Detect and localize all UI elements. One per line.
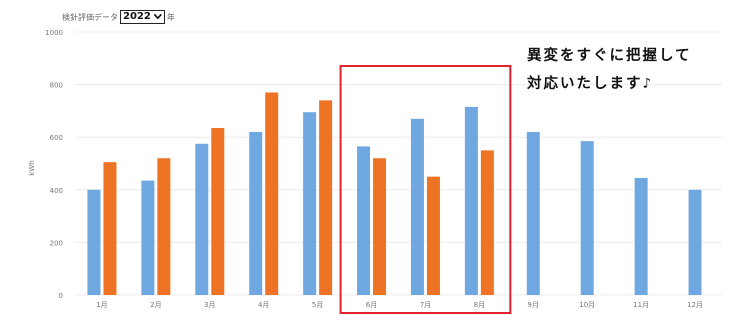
y-tick-label: 400: [50, 187, 63, 195]
year-suffix: 年: [166, 12, 175, 22]
x-tick-label: 5月: [312, 301, 323, 309]
bar-series-1: [87, 189, 101, 295]
x-tick-label: 8月: [474, 301, 485, 309]
y-tick-label: 0: [59, 292, 63, 300]
year-selector-bar: 検針評価データ 2022 年: [62, 8, 175, 26]
year-select[interactable]: 2022: [120, 10, 165, 24]
bar-series-2: [373, 158, 387, 295]
bar-series-1: [357, 146, 371, 295]
x-tick-label: 9月: [528, 301, 539, 309]
x-tick-label: 3月: [204, 301, 215, 309]
bar-series-1: [526, 131, 540, 295]
x-tick-label: 2月: [150, 301, 161, 309]
bar-series-1: [688, 189, 702, 295]
bar-series-2: [426, 176, 440, 295]
header-label: 検針評価データ: [62, 12, 118, 22]
bar-series-1: [249, 131, 263, 295]
x-tick-label: 7月: [420, 301, 431, 309]
bar-series-2: [157, 158, 171, 295]
bar-series-1: [464, 106, 478, 295]
y-tick-label: 200: [50, 239, 63, 247]
x-tick-label: 10月: [579, 301, 595, 309]
bar-series-2: [319, 100, 333, 295]
y-tick-label: 600: [50, 134, 63, 142]
annotation-text: 異変をすぐに把握して 対応いたします♪: [527, 42, 692, 98]
bar-series-1: [410, 118, 424, 295]
bar-series-2: [103, 162, 117, 295]
highlight-box: [339, 65, 512, 314]
y-tick-label: 1000: [45, 29, 63, 37]
bar-series-1: [141, 180, 155, 295]
x-tick-label: 1月: [96, 301, 107, 309]
y-axis-label: kWh: [28, 160, 36, 175]
bar-series-2: [265, 92, 279, 296]
annotation-line-1: 異変をすぐに把握して: [527, 48, 692, 64]
x-tick-label: 4月: [258, 301, 269, 309]
y-tick-label: 800: [50, 82, 63, 90]
bar-series-1: [634, 177, 648, 295]
x-tick-label: 6月: [366, 301, 377, 309]
bar-series-2: [480, 150, 494, 295]
year-select-value: 2022: [123, 11, 151, 22]
annotation-line-2: 対応いたします♪: [527, 76, 654, 92]
bar-series-1: [195, 143, 209, 295]
bar-series-1: [580, 141, 594, 295]
x-tick-label: 11月: [633, 301, 649, 309]
bar-series-1: [303, 112, 317, 295]
bar-series-2: [211, 127, 225, 296]
x-tick-label: 12月: [687, 301, 703, 309]
